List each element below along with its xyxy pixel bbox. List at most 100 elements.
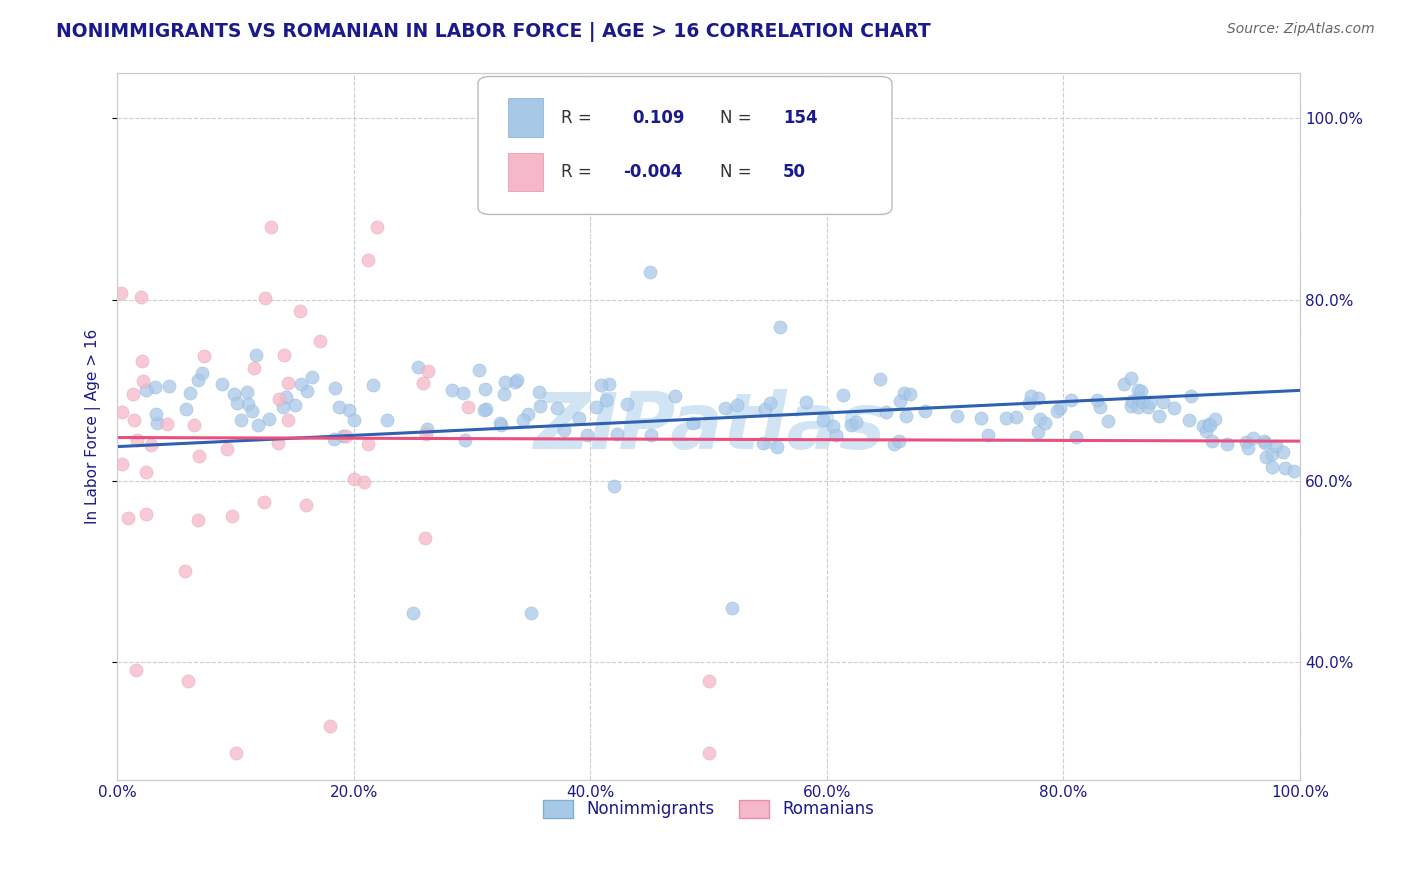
Point [323, 432, 346, 446]
Point [1137, 401, 1160, 415]
Point [187, 513, 209, 527]
Point [357, 437, 380, 451]
Point [225, 746, 247, 760]
Point [257, 412, 280, 426]
Point [406, 359, 429, 374]
Point [240, 404, 263, 418]
Text: NONIMMIGRANTS VS ROMANIAN IN LABOR FORCE | AGE > 16 CORRELATION CHART: NONIMMIGRANTS VS ROMANIAN IN LABOR FORCE… [56, 22, 931, 42]
Text: -0.004: -0.004 [623, 163, 683, 181]
Point [492, 387, 515, 401]
Point [217, 442, 239, 456]
Point [418, 364, 440, 378]
Point [141, 438, 163, 452]
Point [494, 375, 516, 389]
Point [546, 401, 568, 415]
Point [529, 399, 551, 413]
Bar [508, 153, 543, 192]
Point [236, 384, 259, 399]
Point [290, 304, 312, 318]
Point [143, 380, 166, 394]
Point [1272, 444, 1295, 458]
Point [177, 673, 200, 688]
Point [457, 400, 479, 414]
Point [277, 376, 299, 390]
Point [243, 360, 266, 375]
Point [489, 418, 512, 433]
Point [1198, 417, 1220, 431]
Point [752, 436, 775, 450]
Point [714, 401, 737, 416]
Point [211, 376, 233, 391]
Point [412, 376, 434, 390]
Point [454, 433, 477, 447]
Point [117, 511, 139, 525]
Point [977, 428, 1000, 442]
Point [236, 397, 259, 411]
Point [1049, 401, 1071, 416]
Point [1261, 446, 1284, 460]
Point [1254, 436, 1277, 450]
Point [125, 663, 148, 677]
Point [174, 564, 197, 578]
Point [883, 437, 905, 451]
Point [839, 418, 862, 433]
Point [506, 373, 529, 387]
Point [415, 531, 437, 545]
Point [245, 348, 267, 362]
Point [529, 385, 551, 400]
Point [474, 382, 496, 396]
Point [914, 403, 936, 417]
Point [415, 426, 437, 441]
Bar [508, 98, 543, 137]
Point [252, 495, 274, 509]
Point [295, 499, 318, 513]
Point [517, 407, 540, 421]
Point [273, 348, 295, 362]
Point [1026, 391, 1049, 405]
Point [766, 440, 789, 454]
Point [1097, 414, 1119, 428]
Point [224, 387, 246, 401]
Point [132, 374, 155, 388]
Point [758, 396, 780, 410]
Point [319, 719, 342, 733]
Point [585, 400, 607, 414]
Point [697, 673, 720, 688]
Point [1088, 400, 1111, 414]
Point [468, 363, 491, 377]
Point [332, 429, 354, 443]
Point [512, 413, 534, 427]
Text: 0.109: 0.109 [631, 109, 685, 127]
Point [110, 285, 132, 300]
Point [682, 416, 704, 430]
Point [794, 395, 817, 409]
Point [754, 401, 776, 416]
Point [1064, 429, 1087, 443]
Point [821, 419, 844, 434]
Point [475, 402, 498, 417]
Point [122, 412, 145, 426]
Point [832, 388, 855, 402]
Point [638, 265, 661, 279]
Point [129, 290, 152, 304]
Point [246, 418, 269, 433]
Point [1087, 393, 1109, 408]
Point [825, 428, 848, 442]
Text: 154: 154 [783, 109, 818, 127]
Point [157, 379, 180, 393]
Point [284, 398, 307, 412]
Point [845, 416, 868, 430]
Point [229, 413, 252, 427]
Point [187, 374, 209, 388]
Point [1132, 395, 1154, 409]
Point [472, 402, 495, 417]
Point [1201, 434, 1223, 449]
Point [273, 400, 295, 414]
Point [553, 424, 575, 438]
Point [277, 413, 299, 427]
Point [1243, 431, 1265, 445]
Point [725, 398, 748, 412]
Point [440, 383, 463, 397]
Point [1019, 389, 1042, 403]
Point [898, 387, 921, 401]
